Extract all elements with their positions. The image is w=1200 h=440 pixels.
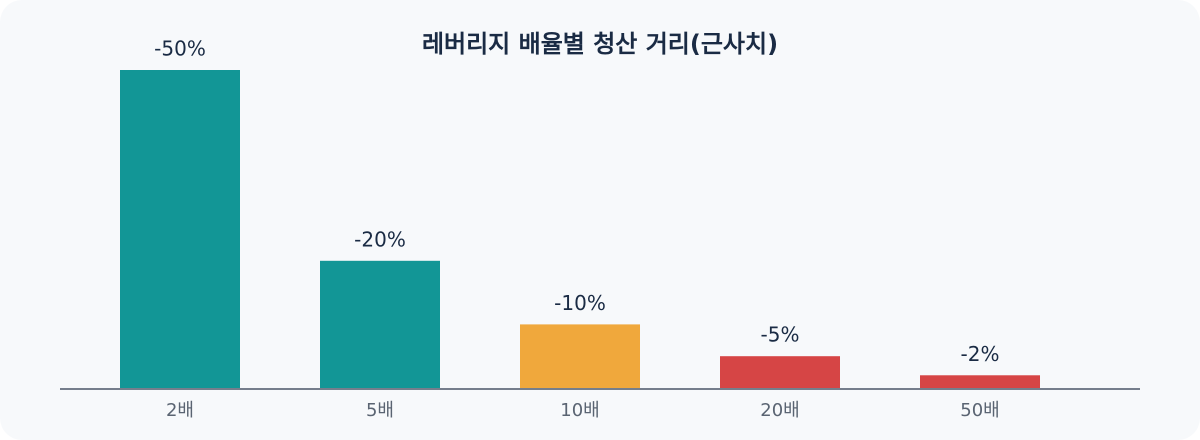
x-tick-label: 50배 <box>960 400 999 421</box>
value-label: -2% <box>961 342 1000 366</box>
chart-title: 레버리지 배율별 청산 거리(근사치) <box>422 30 778 58</box>
value-label: -50% <box>154 37 206 61</box>
x-tick-label: 10배 <box>560 400 599 421</box>
x-tick-label: 5배 <box>366 400 394 421</box>
value-label: -20% <box>354 227 406 251</box>
x-tick-label: 2배 <box>166 400 194 421</box>
bar <box>720 356 840 388</box>
bar <box>520 324 640 388</box>
value-label: -10% <box>554 291 606 315</box>
bar <box>320 260 440 388</box>
value-label: -5% <box>761 323 800 347</box>
x-tick-label: 20배 <box>760 400 799 421</box>
bar <box>920 375 1040 388</box>
bar <box>120 70 240 388</box>
